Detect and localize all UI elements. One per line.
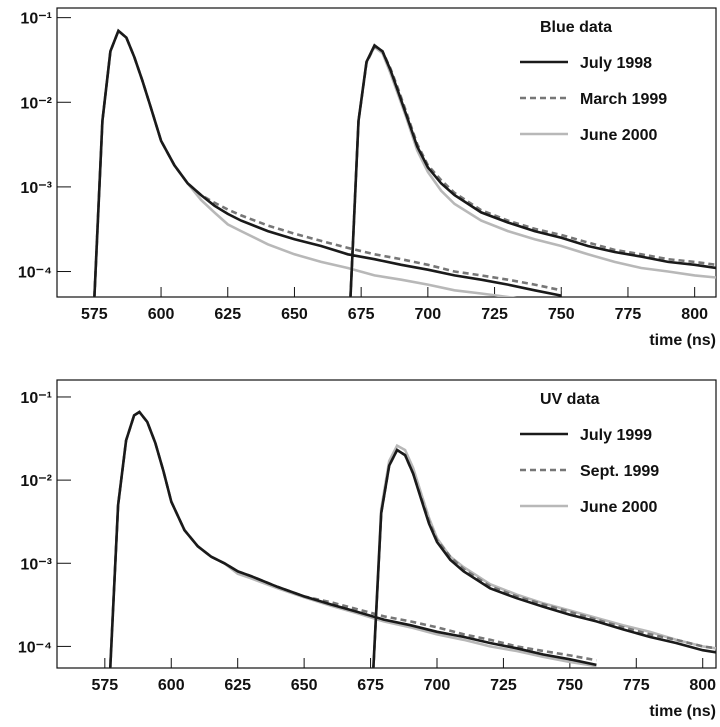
y-tick-label: 10⁻² — [20, 95, 52, 112]
y-tick-label: 10⁻⁴ — [18, 265, 52, 282]
legend-title: UV data — [540, 391, 600, 408]
y-tick-label: 10⁻² — [20, 473, 52, 490]
panel: 10⁻⁴ 10⁻³ 10⁻² 10⁻¹ 575 600 625 650 675 700 725 750… — [18, 7, 717, 349]
plot-frame — [56, 379, 717, 669]
legend-label: Sept. 1999 — [580, 463, 659, 480]
series-line — [108, 410, 716, 668]
x-tick-label: 750 — [548, 306, 575, 323]
y-tick-label: 10⁻¹ — [20, 390, 52, 407]
x-tick-label: 575 — [81, 306, 108, 323]
x-axis-label: time (ns) — [649, 703, 716, 720]
y-tick-label: 10⁻¹ — [20, 11, 52, 28]
lines — [93, 28, 716, 297]
x-tick-label: 750 — [556, 677, 583, 694]
x-tick-label: 725 — [481, 306, 508, 323]
x-axis-label: time (ns) — [649, 332, 716, 349]
x-tick-label: 800 — [681, 306, 708, 323]
x-tick-label: 625 — [214, 306, 241, 323]
x-tick-label: 800 — [689, 677, 716, 694]
legend-title: Blue data — [540, 19, 612, 36]
series-line — [108, 410, 716, 668]
legend-label: July 1998 — [580, 55, 652, 72]
y-tick-label: 10⁻³ — [20, 556, 52, 573]
x-tick-label: 675 — [357, 677, 384, 694]
x-tick-label: 600 — [148, 306, 175, 323]
panel: 10⁻⁴ 10⁻³ 10⁻² 10⁻¹ 575 600 625 650 675 700 725 750… — [18, 379, 717, 720]
y-tick-label: 10⁻³ — [20, 180, 52, 197]
x-tick-label: 625 — [224, 677, 251, 694]
series-line — [108, 410, 716, 668]
x-tick-label: 775 — [615, 306, 642, 323]
plot-frame — [56, 7, 717, 298]
x-tick-label: 675 — [348, 306, 375, 323]
lines — [108, 410, 716, 668]
series-line — [93, 28, 716, 297]
x-tick-label: 775 — [623, 677, 650, 694]
x-tick-label: 700 — [424, 677, 451, 694]
x-tick-label: 600 — [158, 677, 185, 694]
y-tick-label: 10⁻⁴ — [18, 639, 52, 656]
legend-label: June 2000 — [580, 127, 657, 144]
legend-label: June 2000 — [580, 499, 657, 516]
x-tick-label: 700 — [415, 306, 442, 323]
legend-label: March 1999 — [580, 91, 667, 108]
x-tick-label: 725 — [490, 677, 517, 694]
x-tick-label: 650 — [281, 306, 308, 323]
legend-label: July 1999 — [580, 427, 652, 444]
x-tick-label: 575 — [91, 677, 118, 694]
x-tick-label: 650 — [291, 677, 318, 694]
